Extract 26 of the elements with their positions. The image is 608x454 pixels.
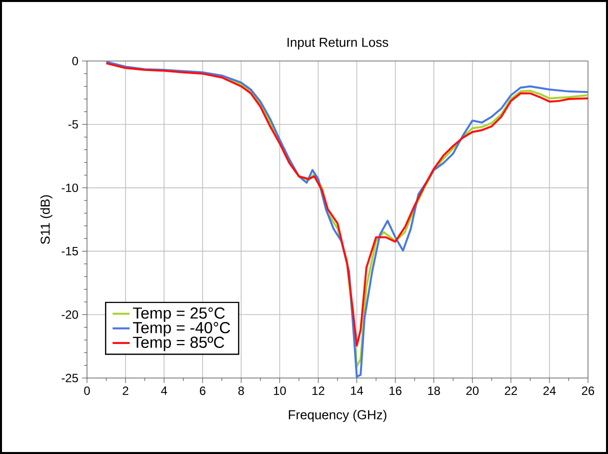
x-tick-label: 4	[161, 386, 168, 395]
x-tick-label: 24	[543, 386, 556, 395]
y-tick-label: -25	[62, 374, 78, 382]
legend-label: Temp = -40°C	[132, 322, 230, 336]
x-tick-label: 22	[504, 386, 517, 395]
chart-title: Input Return Loss	[288, 38, 388, 50]
y-axis-title: S11 (dB)	[40, 195, 52, 244]
x-tick-label: 20	[466, 386, 479, 395]
x-tick-label: 2	[122, 386, 128, 395]
legend-label: Temp = 25°C	[132, 307, 225, 322]
y-tick-label: -15	[62, 247, 78, 256]
y-tick-label: -10	[62, 184, 78, 192]
x-tick-label: 6	[200, 386, 206, 395]
x-tick-label: 16	[390, 386, 402, 395]
x-tick-label: 8	[238, 386, 244, 395]
x-tick-label: 14	[351, 386, 364, 395]
x-tick-label: 10	[274, 386, 286, 395]
x-tick-label: 26	[582, 386, 594, 395]
x-tick-label: 18	[428, 386, 440, 395]
x-axis-title: Frequency (GHz)	[288, 410, 386, 422]
y-tick-label: 0	[72, 56, 78, 66]
y-tick-label: -20	[62, 310, 78, 319]
x-tick-label: 12	[312, 386, 324, 395]
legend-label: Temp = 85ºC	[132, 336, 224, 352]
x-tick-label: 0	[84, 386, 90, 395]
y-tick-label: -5	[68, 120, 78, 129]
